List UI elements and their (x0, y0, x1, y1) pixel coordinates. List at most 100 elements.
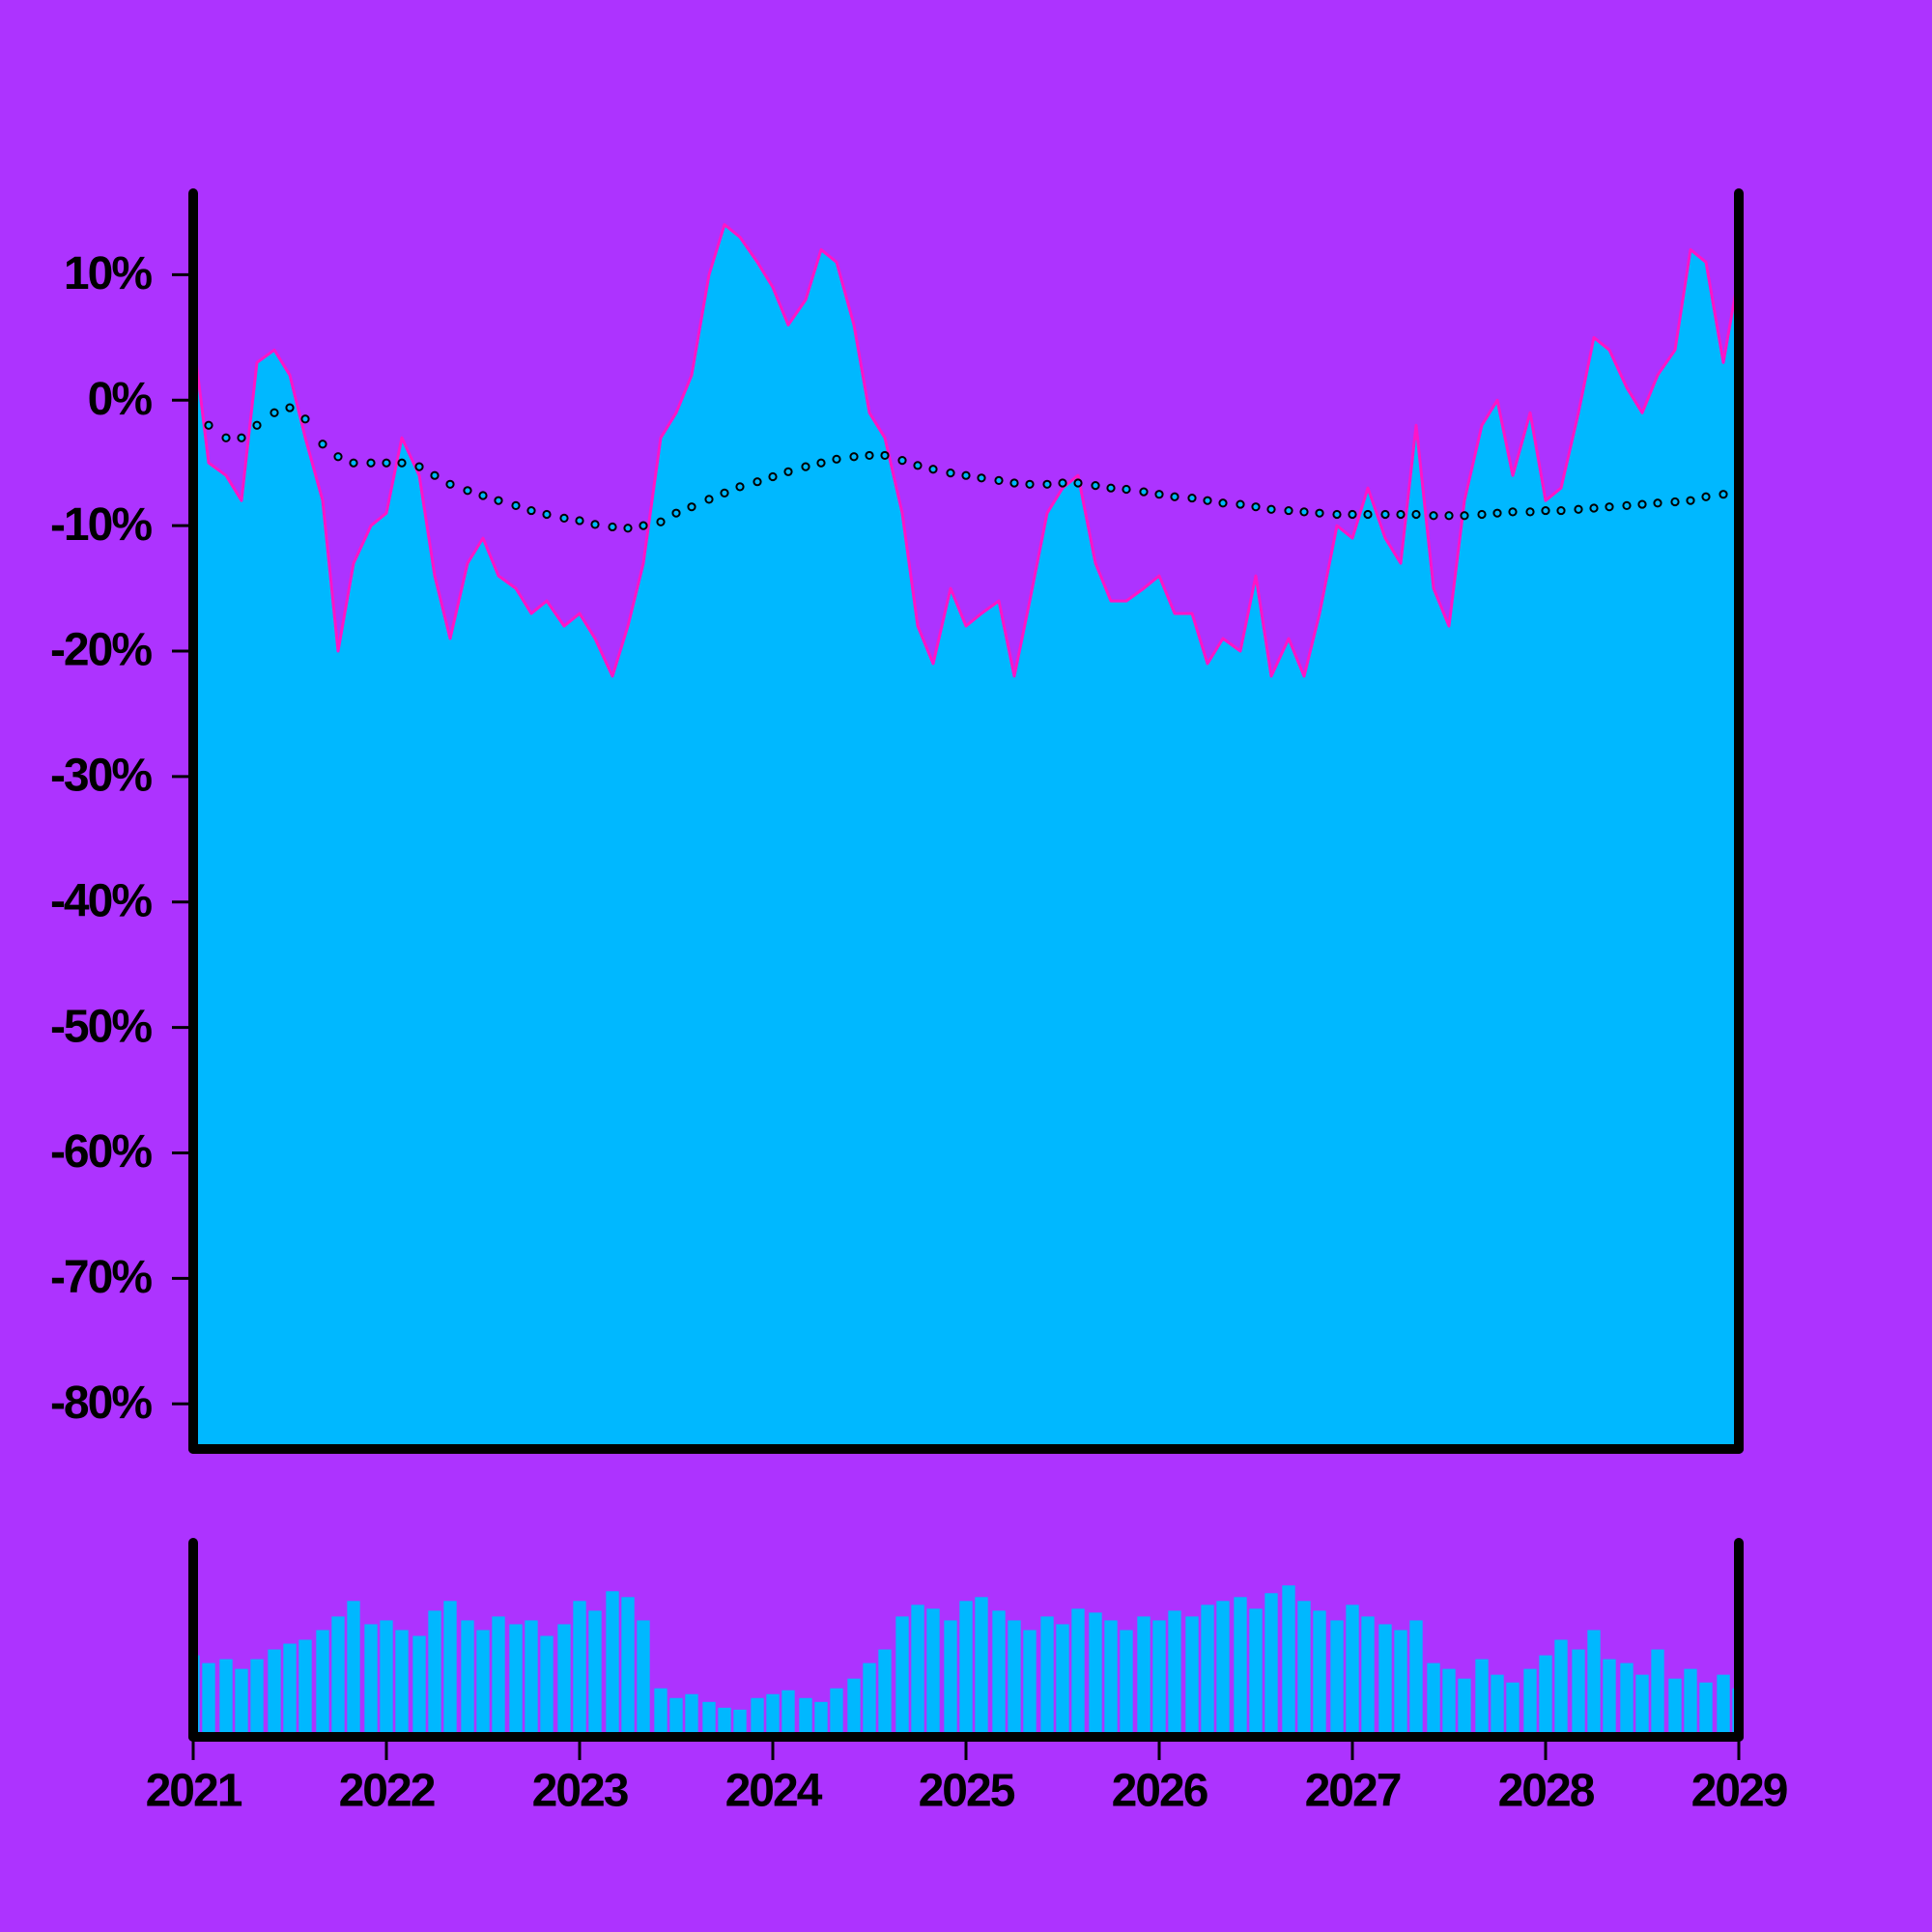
bar (1040, 1616, 1054, 1737)
bar (202, 1662, 215, 1737)
ma-dot (1637, 499, 1647, 509)
ma-dot (1009, 478, 1019, 488)
ma-dot (1411, 509, 1421, 520)
bar (1620, 1662, 1634, 1737)
bar (685, 1693, 698, 1737)
ma-dot (463, 486, 472, 496)
line (191, 223, 1741, 678)
ma-dot (1299, 507, 1309, 517)
x-tick-label: 2024 (725, 1766, 823, 1817)
ma-dot (1025, 479, 1035, 489)
bar (654, 1688, 668, 1737)
ma-dot (318, 440, 327, 449)
ma-dot (1091, 480, 1100, 491)
bar (1089, 1612, 1102, 1737)
ma-dot (1444, 511, 1454, 521)
ma-dot (1525, 507, 1535, 517)
ma-dot (511, 500, 521, 510)
bar (621, 1597, 635, 1737)
bar (895, 1616, 909, 1737)
bar (1668, 1678, 1682, 1737)
ma-dot (1701, 492, 1711, 501)
bar (1216, 1601, 1230, 1737)
ma-dot (1139, 487, 1149, 497)
ma-dot (1508, 507, 1518, 517)
bar (766, 1693, 780, 1737)
bar (1023, 1630, 1037, 1737)
bar (975, 1597, 988, 1737)
bar (461, 1620, 474, 1737)
bar (1523, 1668, 1537, 1737)
ma-dot (397, 458, 407, 468)
y-tick-label: -40% (50, 875, 152, 926)
bar (1539, 1655, 1552, 1737)
ma-dot (542, 509, 552, 520)
ma-dot (1284, 505, 1293, 516)
ma-dot (270, 408, 279, 417)
x-tick-label: 2025 (919, 1766, 1015, 1817)
ma-dot (1236, 499, 1245, 509)
ma-dot (300, 414, 310, 424)
ma-dot (1380, 509, 1390, 520)
bar (1104, 1620, 1118, 1737)
ma-dot (623, 524, 633, 533)
y-tick-label: -20% (50, 625, 152, 676)
bar (781, 1690, 795, 1737)
bar (1137, 1616, 1151, 1737)
bar (1330, 1620, 1344, 1737)
x-tick-label: 2029 (1691, 1766, 1787, 1817)
ma-dot (1266, 504, 1276, 514)
bar (1554, 1639, 1568, 1737)
bar (1491, 1674, 1504, 1737)
ma-dot (897, 456, 907, 466)
ma-dot (913, 461, 923, 470)
bar (557, 1624, 571, 1737)
ma-dot (575, 516, 584, 526)
bar (1587, 1630, 1601, 1737)
ma-dot (1154, 490, 1164, 499)
bar (268, 1649, 281, 1737)
ma-dot (994, 475, 1004, 486)
bar (1378, 1624, 1392, 1737)
ma-dot (880, 450, 890, 461)
bar (235, 1668, 248, 1737)
x-tick-label: 2028 (1498, 1766, 1595, 1817)
ma-dot (1719, 490, 1728, 499)
ma-dot (849, 452, 859, 462)
bar (1152, 1620, 1166, 1737)
bar (1201, 1605, 1214, 1737)
ma-dot (1203, 496, 1212, 505)
bar (250, 1659, 264, 1737)
bar (1282, 1585, 1295, 1737)
ma-dot (753, 477, 762, 487)
ma-dot (1605, 502, 1614, 512)
bar (1346, 1605, 1359, 1737)
ma-dot (430, 470, 440, 480)
bar (1185, 1616, 1199, 1737)
bar (298, 1639, 312, 1737)
ma-dot (656, 517, 666, 526)
bar (1699, 1682, 1713, 1737)
x-tick-label: 2027 (1305, 1766, 1401, 1817)
bar (588, 1610, 602, 1737)
ma-dot (349, 458, 358, 468)
bar (1297, 1601, 1311, 1737)
bar (1409, 1620, 1423, 1737)
ma-dot (1218, 498, 1228, 508)
ma-dot (639, 521, 648, 530)
bar (1572, 1649, 1585, 1737)
x-tick-label: 2023 (532, 1766, 628, 1817)
ma-dot (285, 403, 295, 412)
bar (1168, 1610, 1181, 1737)
ma-dot (559, 513, 569, 523)
bar (347, 1601, 360, 1737)
bar (1313, 1610, 1326, 1737)
bar (283, 1643, 297, 1737)
ma-dot (1541, 505, 1550, 516)
ma-dot (768, 471, 778, 482)
ma-dot (961, 470, 971, 480)
ma-dot (1574, 504, 1583, 514)
bar (799, 1697, 812, 1737)
bar (830, 1688, 843, 1737)
